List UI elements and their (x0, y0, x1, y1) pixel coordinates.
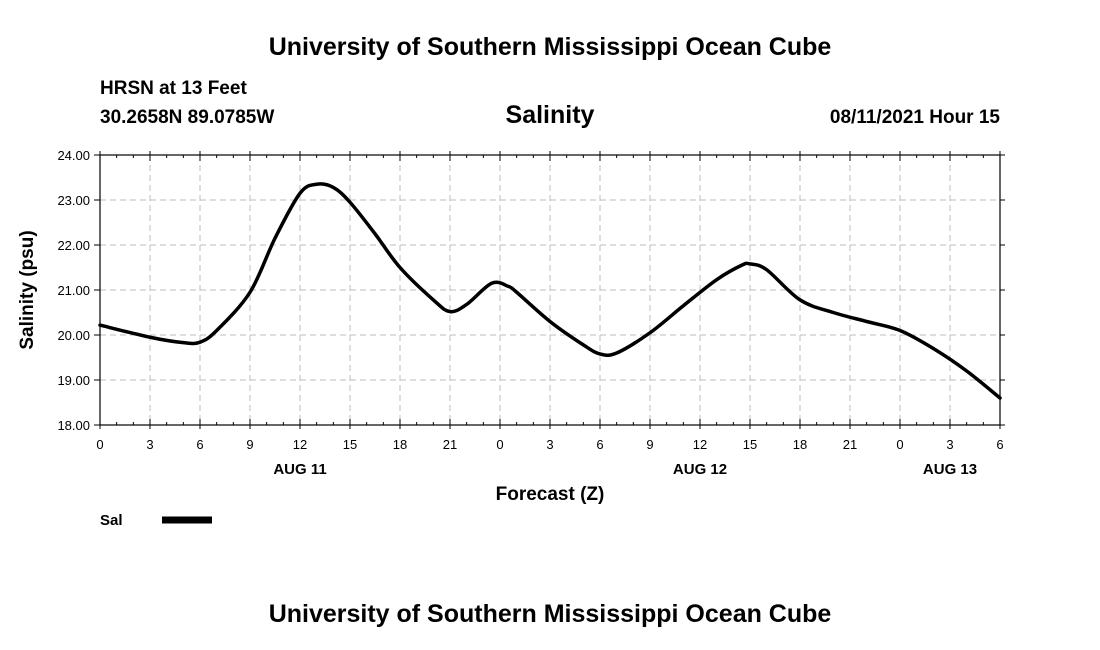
x-tick-label: 12 (293, 437, 307, 452)
y-tick-label: 21.00 (57, 283, 90, 298)
x-tick-label: 15 (743, 437, 757, 452)
plot-frame (99, 154, 1001, 426)
forecast-datetime: 08/11/2021 Hour 15 (829, 107, 1000, 128)
date-labels: AUG 11 AUG 12 AUG 13 (273, 461, 977, 478)
x-tick-label: 0 (896, 437, 903, 452)
x-tick-label: 21 (443, 437, 457, 452)
y-tick-label: 24.00 (57, 148, 90, 163)
bottom-title: University of Southern Mississippi Ocean… (268, 600, 832, 628)
y-tick-label: 20.00 (57, 328, 90, 343)
date-label: AUG 12 (673, 461, 727, 478)
y-tick-label: 23.00 (57, 193, 90, 208)
x-tick-label: 9 (646, 437, 653, 452)
series-line-sal (98, 182, 1002, 400)
station-coordinates: 30.2658N 89.0785W (100, 107, 275, 128)
x-tick-label: 3 (546, 437, 553, 452)
x-tick-label: 9 (246, 437, 253, 452)
legend-label: Sal (100, 512, 123, 529)
x-tick-label: 6 (996, 437, 1003, 452)
x-tick-label: 21 (843, 437, 857, 452)
x-tick-label: 6 (196, 437, 203, 452)
x-tick-label: 0 (96, 437, 103, 452)
grid-lines (100, 155, 1000, 425)
x-tick-label: 6 (596, 437, 603, 452)
y-tick-labels: 18.00 19.00 20.00 21.00 22.00 23.00 24.00 (57, 148, 90, 433)
x-tick-label: 12 (693, 437, 707, 452)
y-tick-label: 22.00 (57, 238, 90, 253)
x-tick-labels: 0 3 6 9 12 15 18 21 0 3 6 9 12 15 18 21 0 3 6 (96, 437, 1003, 452)
x-tick-label: 3 (946, 437, 953, 452)
station-label: HRSN at 13 Feet (100, 78, 247, 99)
x-tick-label: 0 (496, 437, 503, 452)
y-tick-label: 19.00 (57, 373, 90, 388)
x-axis-label: Forecast (Z) (496, 484, 605, 505)
x-tick-label: 18 (393, 437, 407, 452)
y-axis-label: Salinity (psu) (17, 230, 38, 349)
x-tick-label: 15 (343, 437, 357, 452)
top-title: University of Southern Mississippi Ocean… (268, 33, 832, 61)
x-tick-label: 18 (793, 437, 807, 452)
y-tick-label: 18.00 (57, 418, 90, 433)
x-tick-label: 3 (146, 437, 153, 452)
date-label: AUG 11 (273, 461, 326, 478)
chart-title: Salinity (505, 101, 595, 129)
date-label: AUG 13 (923, 461, 977, 478)
